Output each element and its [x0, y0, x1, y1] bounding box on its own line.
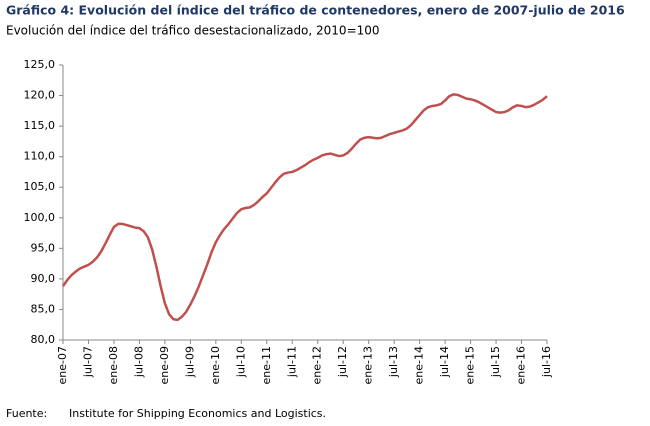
y-tick-label: 110,0 — [24, 150, 56, 163]
chart-subtitle: Evolución del índice del tráfico desesta… — [6, 24, 380, 38]
y-tick-label: 85,0 — [31, 302, 56, 315]
x-tick-label: jul-16 — [540, 346, 553, 378]
line — [61, 93, 548, 322]
x-tick-label: jul-09 — [183, 346, 196, 378]
chart-title: Gráfico 4: Evolución del índice del tráf… — [6, 3, 625, 18]
x-tick-label: ene-08 — [107, 346, 120, 384]
x-tick-label: ene-13 — [362, 346, 375, 384]
x-tick-label: ene-12 — [311, 346, 324, 384]
x-tick-label: ene-09 — [158, 346, 171, 384]
y-tick-label: 80,0 — [31, 333, 56, 346]
x-tick-label: ene-14 — [413, 346, 426, 384]
source: Institute for Shipping Economics and Log… — [69, 407, 326, 420]
y-tick-label: 105,0 — [24, 180, 56, 193]
x-tick-label: jul-07 — [81, 346, 94, 378]
y-tick-label: 125,0 — [24, 58, 56, 71]
x-tick-label: ene-15 — [464, 346, 477, 384]
x-tick-label: ene-16 — [515, 346, 528, 384]
x-tick-label: ene-07 — [56, 346, 69, 384]
y-tick-label: 90,0 — [31, 272, 56, 285]
x-tick-label: jul-11 — [285, 346, 298, 378]
x-tick-label: jul-10 — [234, 346, 247, 378]
y-tick-label: 100,0 — [24, 211, 56, 224]
y-tick-label: 120,0 — [24, 89, 56, 102]
y-tick-label: 115,0 — [24, 119, 56, 132]
x-tick-label: jul-15 — [489, 346, 502, 378]
x-tick-label: jul-13 — [387, 346, 400, 378]
x-tick-label: jul-14 — [438, 346, 451, 378]
x-tick-label: ene-10 — [209, 346, 222, 384]
x-tick-label: ene-11 — [260, 346, 273, 384]
x-tick-label: jul-08 — [132, 346, 145, 378]
x-tick-label: jul-12 — [336, 346, 349, 378]
source-label: Fuente: — [6, 407, 47, 420]
y-tick-label: 95,0 — [31, 241, 56, 254]
